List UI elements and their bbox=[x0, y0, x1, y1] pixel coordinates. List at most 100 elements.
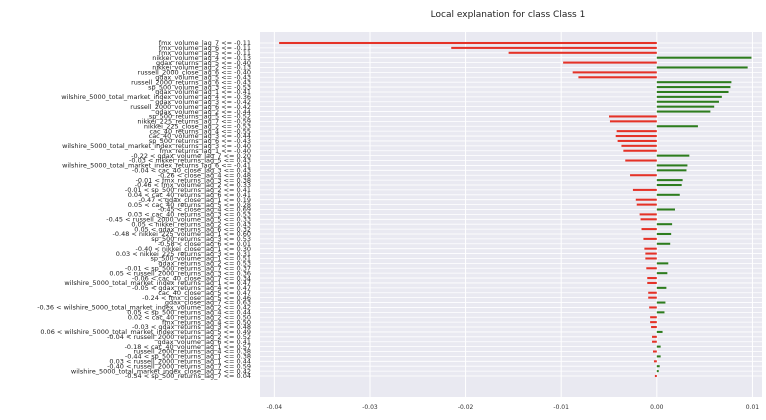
y-tick-label: russell_2000_returns_lag_6 <= -0.43 bbox=[131, 78, 251, 86]
y-tick-label: 0.05 < cac_40_returns_lag_5 <= 0.28 bbox=[128, 201, 251, 209]
y-tick-label: wilshire_5000_total_market_index_close_l… bbox=[71, 367, 251, 375]
y-tick-label: sp_500_returns_lag_3 <= 0.53 bbox=[151, 235, 251, 243]
bar-negative bbox=[625, 159, 657, 162]
bars bbox=[279, 41, 752, 378]
bar-negative bbox=[279, 41, 657, 45]
y-tick-label: gdax_returns_lag_2 <= 0.53 bbox=[158, 260, 251, 268]
y-tick-label: gdax_returns_lag_5 <= -0.40 bbox=[156, 59, 251, 67]
y-tick-label: -0.03 < nikkei_returns_lag_5 <= 0.43 bbox=[129, 157, 251, 165]
y-tick-label: 0.05 < sp_500_returns_lag_4 <= 0.44 bbox=[127, 309, 251, 317]
y-tick-label: russell_2000_close_lag_6 <= -0.40 bbox=[138, 69, 251, 77]
y-tick-label: -0.44 < sp_500_returns_lag_1 <= 0.38 bbox=[125, 353, 251, 361]
y-tick-label: -0.03 < gdax_returns_lag_3 <= 0.48 bbox=[132, 323, 251, 331]
bar-positive bbox=[656, 365, 660, 368]
y-tick-label: -0.01 < fmx_returns_lag_3 <= 0.38 bbox=[136, 176, 251, 184]
y-tick-labels: fmx_volume_lag_7 <= -0.11fmx_volume_lag_… bbox=[37, 39, 251, 380]
y-tick-label: 0.03 < russell_2000_returns_lag_1 <= 0.4… bbox=[109, 358, 251, 366]
bar-positive bbox=[656, 193, 680, 196]
chart-title: Local explanation for class Class 1 bbox=[431, 10, 586, 20]
bar-positive bbox=[656, 242, 671, 245]
y-tick-label: -0.04 < russell_2000_returns_lag_2 <= 0.… bbox=[107, 333, 251, 341]
y-tick-label: fmx_returns_lag_1 <= -0.40 bbox=[160, 147, 251, 155]
bar-positive bbox=[656, 330, 663, 333]
bar-negative bbox=[652, 335, 657, 338]
bar-positive bbox=[656, 66, 748, 69]
bar-negative bbox=[641, 228, 657, 231]
y-tick-label: -0.18 < cac_40_volume_lag_1 <= 0.57 bbox=[125, 343, 251, 351]
bar-negative bbox=[636, 203, 657, 206]
y-tick-label: -0.45 < russell_2000_volume_lag_5 <= 0.3… bbox=[106, 215, 251, 223]
bar-negative bbox=[648, 291, 657, 294]
y-tick-label: -0.22 < gdax_volume_lag_7 <= 0.20 bbox=[131, 152, 251, 160]
y-tick-label: fmx_volume_lag_5 <= -0.11 bbox=[159, 49, 251, 57]
bar-positive bbox=[656, 164, 688, 167]
x-tick-label: -0.01 bbox=[553, 404, 569, 411]
bar-negative bbox=[646, 267, 657, 270]
y-tick-label: -0.36 < wilshire_5000_total_market_index… bbox=[37, 304, 251, 312]
y-tick-label: 0.03 < cac_40_returns_lag_3 <= 0.53 bbox=[128, 211, 251, 219]
bar-positive bbox=[656, 90, 729, 93]
y-tick-label: nikkei_volume_lag_4 <= -0.13 bbox=[152, 54, 251, 62]
y-tick-label: gdax_volume_lag_2 <= -0.44 bbox=[155, 108, 251, 116]
bar-negative bbox=[643, 237, 657, 240]
bar-negative bbox=[609, 115, 657, 118]
bar-negative bbox=[572, 71, 657, 74]
y-tick-label: wilshire_5000_total_market_index_returns… bbox=[62, 142, 251, 150]
y-tick-label: sp_500_returns_lag_6 <= -0.43 bbox=[149, 137, 251, 145]
y-tick-label: gdax_volume_lag_5 <= -0.43 bbox=[155, 73, 251, 81]
bar-negative bbox=[630, 174, 657, 177]
y-tick-label: russell_2000_returns_lag_4 <= 0.38 bbox=[133, 348, 251, 356]
y-tick-label: -0.06 < cac_40_close_lag_7 <= 0.34 bbox=[132, 274, 251, 282]
y-tick-label: -0.54 < sp_500_returns_lag_7 <= 0.04 bbox=[125, 372, 251, 380]
bar-positive bbox=[656, 208, 675, 211]
y-tick-label: wilshire_5000_total_market_index_returns… bbox=[62, 162, 251, 170]
x-tick-label: -0.03 bbox=[362, 404, 378, 411]
bar-negative bbox=[645, 252, 657, 255]
y-tick-label: wilshire_5000_total_market_index_volume_… bbox=[61, 93, 251, 101]
bar-positive bbox=[656, 154, 690, 157]
bar-negative bbox=[640, 218, 657, 221]
bar-positive bbox=[656, 105, 715, 108]
bar-negative bbox=[563, 61, 657, 64]
bar-negative bbox=[648, 296, 657, 299]
y-tick-label: -0.47 < gdax_close_lag_1 <= 0.19 bbox=[138, 196, 251, 204]
bar-positive bbox=[656, 345, 661, 348]
bar-negative bbox=[616, 130, 657, 133]
y-tick-label: fmx_volume_lag_6 <= -0.11 bbox=[159, 44, 251, 52]
bar-negative bbox=[652, 350, 657, 353]
bar-positive bbox=[656, 100, 719, 103]
y-tick-label: cac_40_volume_lag_3 <= -0.44 bbox=[149, 132, 251, 140]
bar-negative bbox=[578, 76, 657, 79]
bar-positive bbox=[656, 355, 661, 358]
y-tick-label: wilshire_5000_total_market_index_returns… bbox=[64, 279, 251, 287]
bar-positive bbox=[656, 286, 667, 289]
y-tick-label: 0.05 < russell_2000_returns_lag_3 <= 0.3… bbox=[109, 269, 251, 277]
bar-positive bbox=[656, 232, 672, 236]
bar-negative bbox=[651, 326, 657, 329]
y-tick-label: -0.48 < nikkei_225_volume_lag_1 <= 0.60 bbox=[113, 230, 251, 238]
y-tick-label: fmx_volume_lag_7 <= -0.11 bbox=[159, 39, 251, 47]
bar-positive bbox=[656, 125, 698, 128]
y-tick-label: nikkei_volume_lag_2 <= -0.13 bbox=[152, 64, 251, 72]
y-tick-label: cac_40_close_lag_5 <= 0.47 bbox=[158, 289, 251, 297]
y-tick-label: -0.40 < russell_2000_returns_lag_7 <= 0.… bbox=[107, 362, 251, 370]
y-tick-label: gdax_volume_lag_6 <= 0.41 bbox=[158, 338, 251, 346]
bar-positive bbox=[656, 183, 682, 187]
bar-negative bbox=[615, 135, 657, 138]
y-tick-label: 0.06 < wilshire_5000_total_market_index_… bbox=[40, 328, 251, 336]
x-tick-label: -0.02 bbox=[458, 404, 474, 411]
bar-positive bbox=[656, 301, 666, 304]
bar-positive bbox=[656, 311, 665, 314]
y-tick-label: -0.40 < nikkei_close_lag_1 <= 0.30 bbox=[136, 245, 251, 253]
bar-negative bbox=[621, 144, 657, 147]
y-tick-label: sp_500_volume_lag_1 <= 0.51 bbox=[150, 255, 251, 263]
bar-negative bbox=[617, 139, 657, 142]
bar-negative bbox=[647, 281, 657, 284]
y-tick-label: 0.02 < cac_40_returns_lag_2 <= 0.50 bbox=[128, 313, 251, 321]
bar-positive bbox=[656, 86, 731, 89]
y-tick-label: -0.45 < close_lag_4 <= 0.69 bbox=[158, 206, 251, 214]
bar-positive bbox=[656, 272, 668, 275]
y-tick-label: -0.24 < fmx_close_lag_5 <= 0.46 bbox=[142, 294, 251, 302]
y-tick-label: cac_40_returns_lag_4 <= -0.55 bbox=[149, 127, 251, 135]
y-tick-label: 0.05 < gdax_returns_lag_6 <= 0.32 bbox=[134, 225, 251, 233]
